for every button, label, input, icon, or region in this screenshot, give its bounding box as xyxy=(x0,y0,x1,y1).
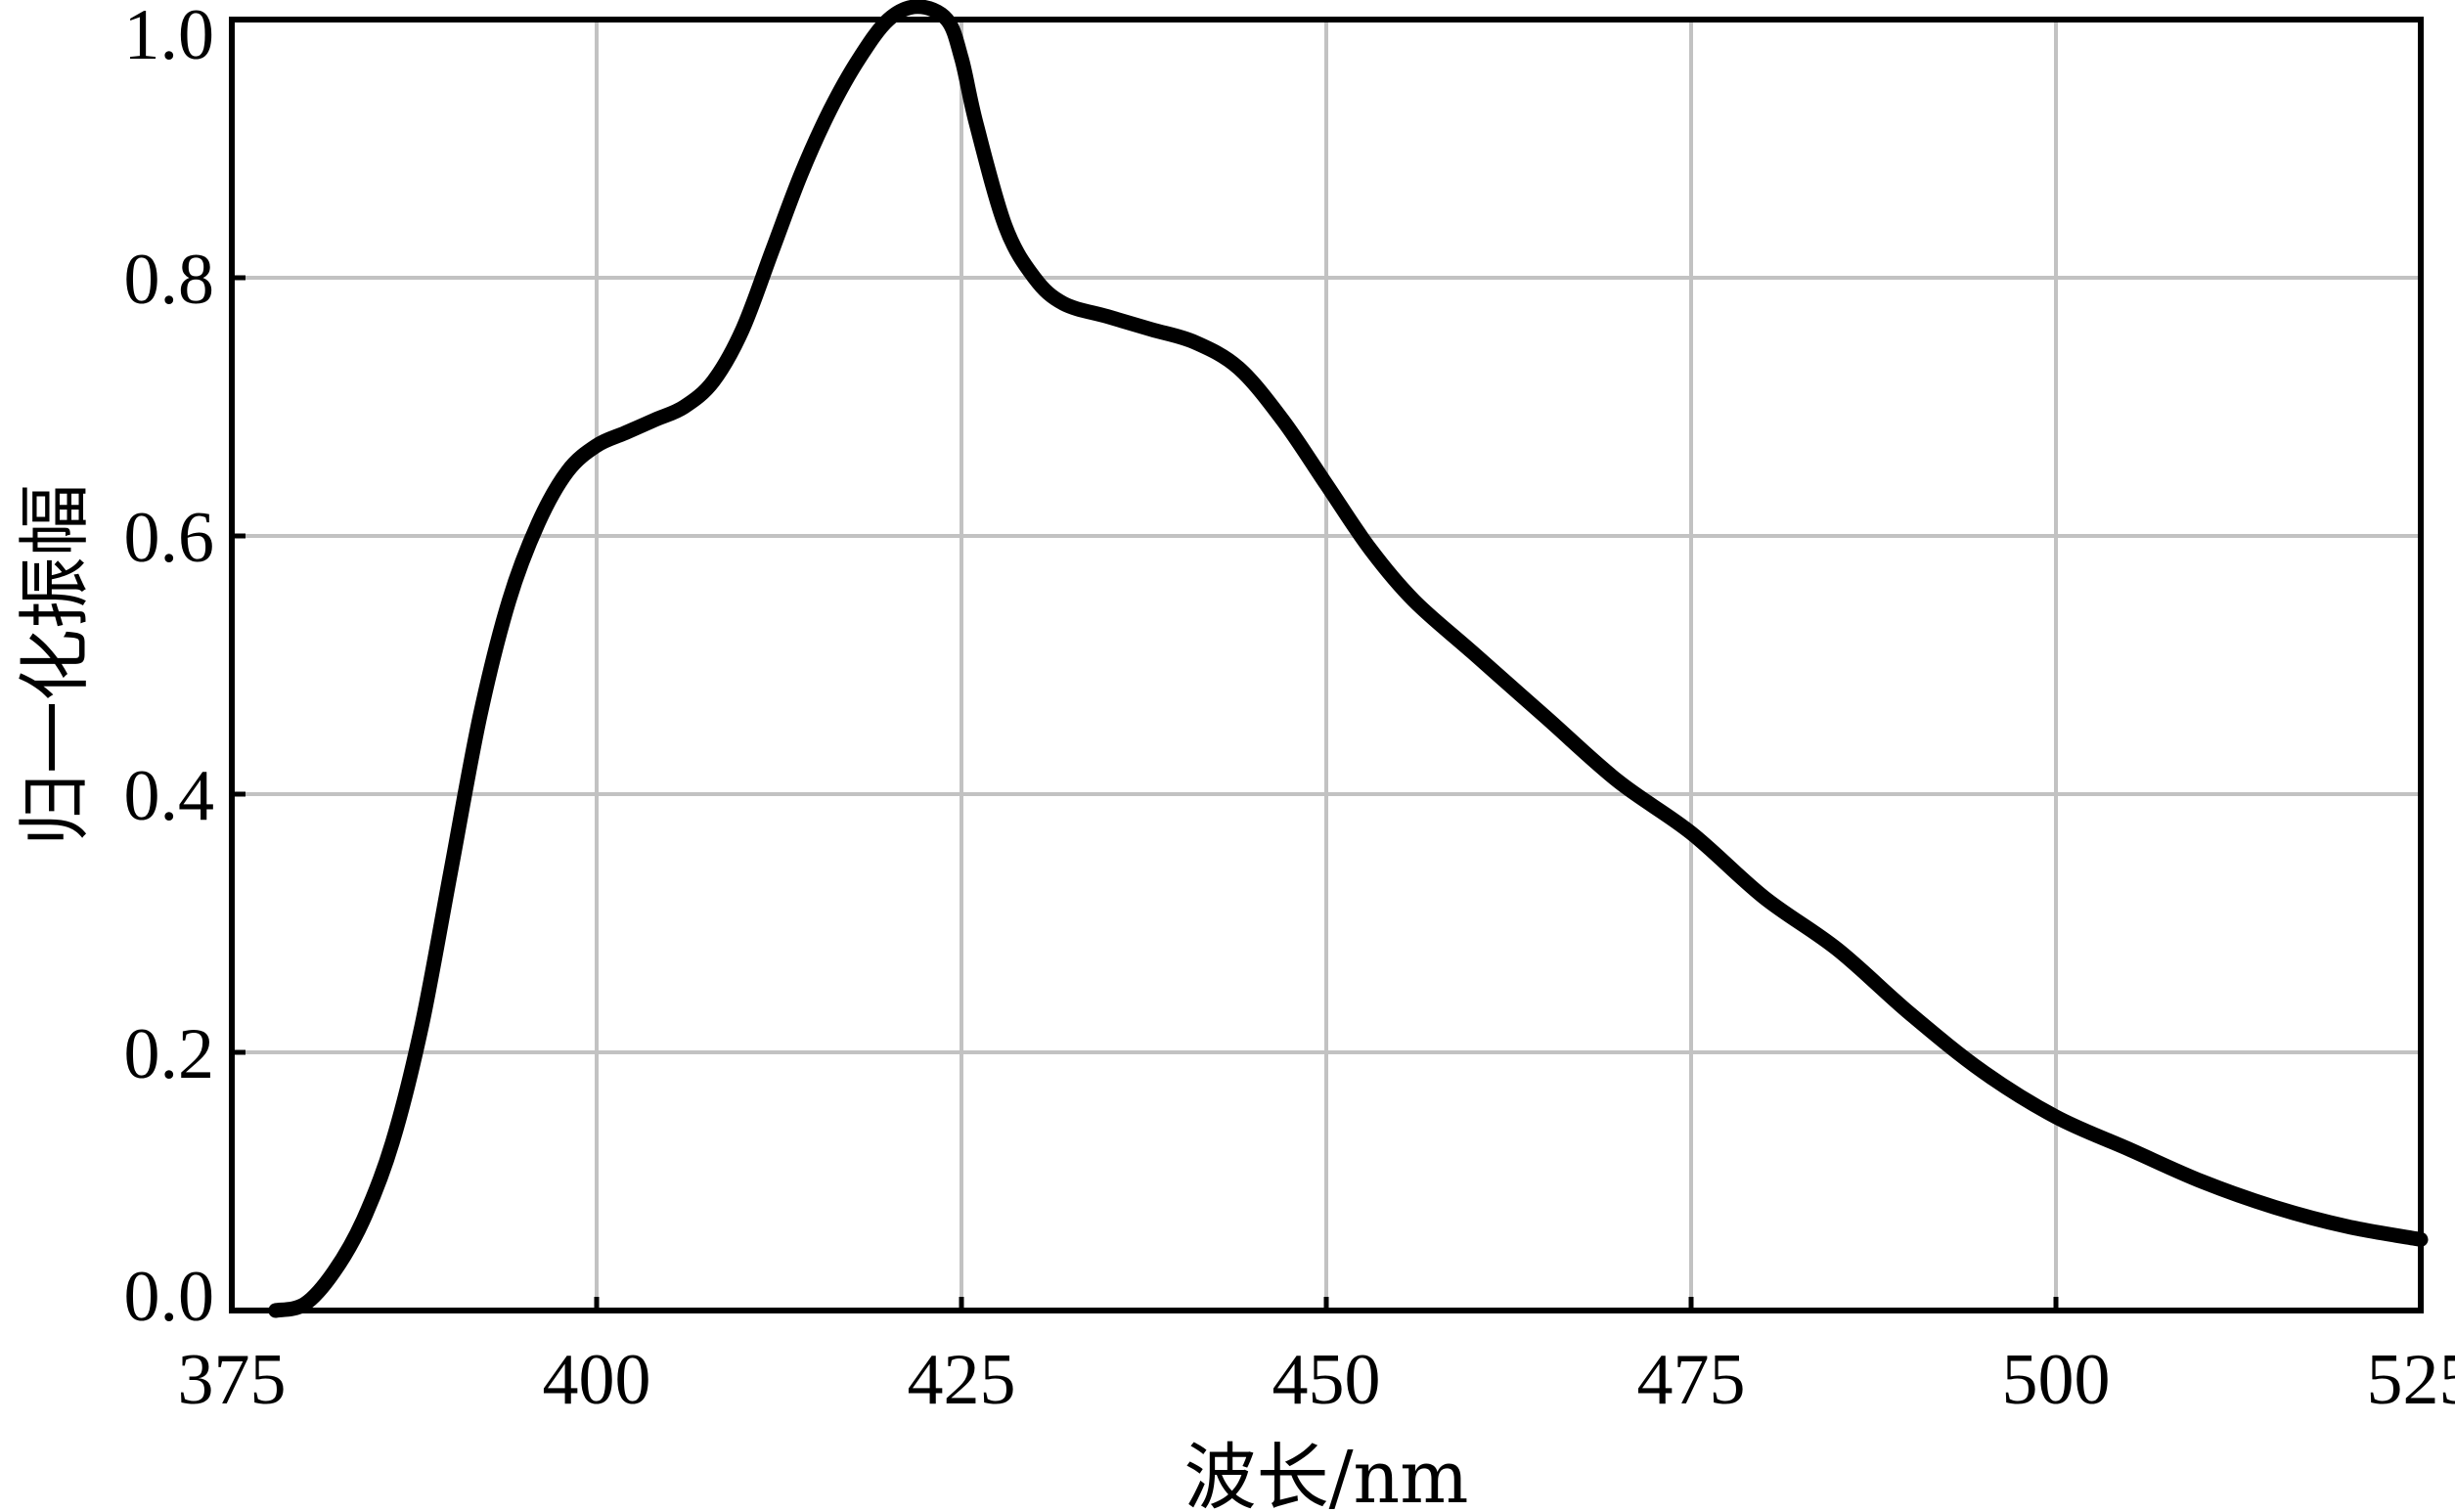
x-tick-label: 375 xyxy=(178,1340,287,1420)
x-tick-label: 525 xyxy=(2367,1340,2455,1420)
x-tick-label: 475 xyxy=(1637,1340,1746,1420)
series-layer xyxy=(268,0,2429,1318)
y-tick-label: 0.8 xyxy=(124,240,215,320)
plot-frame xyxy=(229,17,2424,1313)
x-tick-label: 500 xyxy=(2002,1340,2111,1420)
y-tick-label: 0.0 xyxy=(124,1257,215,1337)
x-tick-label: 425 xyxy=(908,1340,1016,1420)
series-line-0 xyxy=(268,0,2429,1318)
y-tick-label: 0.4 xyxy=(124,756,215,836)
x-tick-labels: 375 400 425 450 475 500 525 xyxy=(178,1340,2455,1420)
y-tick-label: 1.0 xyxy=(124,0,215,75)
y-axis-label: 归一化振幅 xyxy=(13,484,97,846)
y-tick-labels: 0.0 0.2 0.4 0.6 0.8 1.0 xyxy=(124,0,215,1337)
y-tick-label: 0.2 xyxy=(124,1014,215,1094)
grid-lines xyxy=(229,17,2424,1313)
x-tick-label: 450 xyxy=(1272,1340,1381,1420)
x-tick-label: 400 xyxy=(543,1340,651,1420)
y-tick-label: 0.6 xyxy=(124,498,215,578)
x-axis-label: 波长/nm xyxy=(1184,1436,1469,1512)
